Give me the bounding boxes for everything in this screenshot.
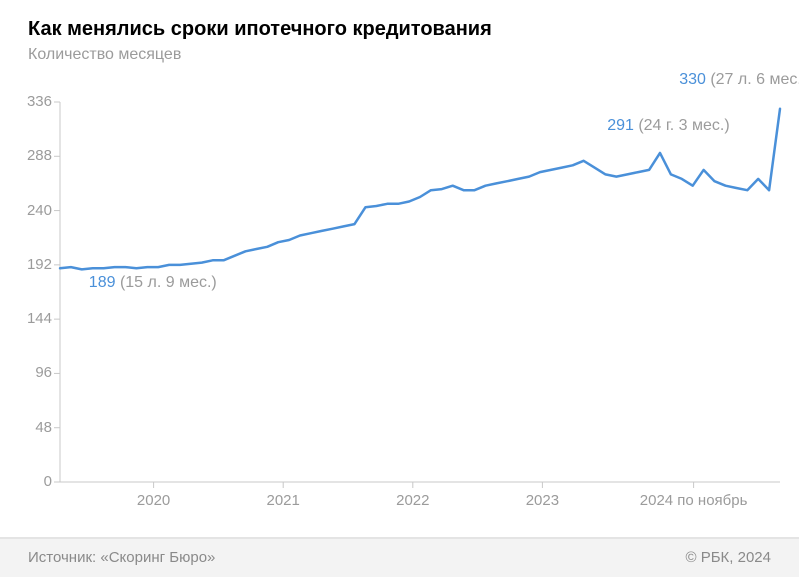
copyright-label: © РБК, 2024: [685, 549, 771, 566]
y-axis-tick-label: 240: [12, 202, 52, 219]
chart-annotation: 291 (24 г. 3 мес.): [607, 117, 730, 135]
source-label: Источник: «Скоринг Бюро»: [28, 549, 215, 566]
chart-title: Как менялись сроки ипотечного кредитован…: [28, 18, 492, 41]
x-axis-tick-label: 2022: [396, 492, 429, 509]
x-axis-tick-label: 2020: [137, 492, 170, 509]
x-axis-tick-label: 2024 по ноябрь: [640, 492, 748, 509]
chart-footer: Источник: «Скоринг Бюро» © РБК, 2024: [0, 537, 799, 577]
chart-area: 0 48 96 144 192 240 288 336 2020 2021 2022 2023 2024…: [0, 72, 799, 532]
y-axis-tick-label: 144: [12, 310, 52, 327]
y-axis-tick-label: 192: [12, 256, 52, 273]
chart-subtitle: Количество месяцев: [28, 46, 181, 64]
chart-annotation: 189 (15 л. 9 мес.): [89, 274, 217, 292]
y-axis-tick-label: 96: [12, 364, 52, 381]
y-axis-tick-label: 48: [12, 419, 52, 436]
y-axis-tick-label: 336: [12, 93, 52, 110]
annotation-paren: (27 л. 6 мес.): [710, 71, 799, 88]
x-axis-tick-label: 2023: [526, 492, 559, 509]
annotation-value: 330: [679, 71, 710, 88]
y-axis-tick-label: 0: [12, 473, 52, 490]
line-chart-svg: [0, 72, 799, 532]
chart-annotation: 330 (27 л. 6 мес.): [679, 71, 799, 89]
annotation-paren: (15 л. 9 мес.): [120, 274, 217, 291]
y-axis-tick-label: 288: [12, 147, 52, 164]
x-axis-tick-label: 2021: [267, 492, 300, 509]
annotation-paren: (24 г. 3 мес.): [638, 117, 729, 134]
annotation-value: 291: [607, 117, 638, 134]
annotation-value: 189: [89, 274, 120, 291]
